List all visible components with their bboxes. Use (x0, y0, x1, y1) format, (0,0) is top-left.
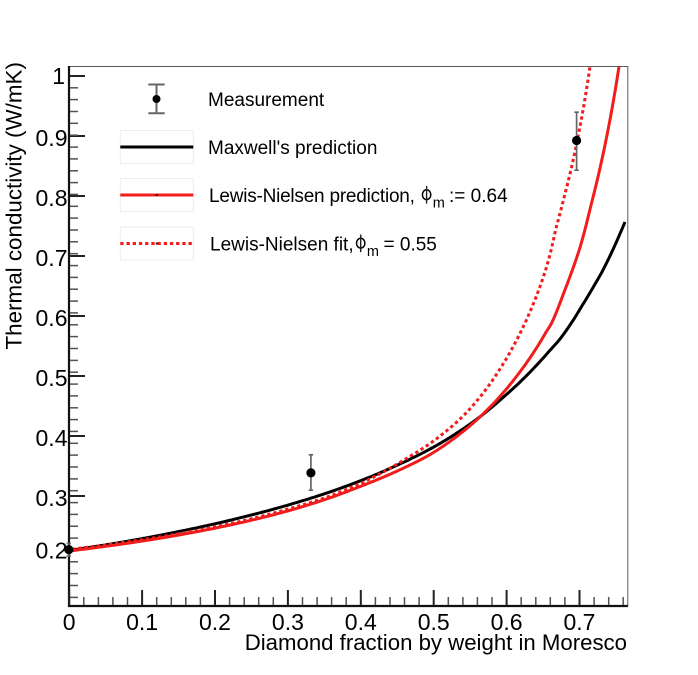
svg-text:0.7: 0.7 (36, 245, 68, 271)
svg-text:0.5: 0.5 (36, 365, 68, 391)
svg-text:1: 1 (52, 63, 65, 89)
svg-text:0.3: 0.3 (36, 485, 68, 511)
svg-text:0.6: 0.6 (36, 305, 68, 331)
svg-text:Diamond fraction by weight in: Diamond fraction by weight in Moresco (245, 630, 627, 655)
svg-text:0.9: 0.9 (36, 125, 68, 151)
svg-text:0.7: 0.7 (564, 609, 596, 635)
svg-text:0: 0 (63, 609, 76, 635)
svg-text:m: m (367, 244, 379, 260)
svg-text:Lewis-Nielsen fit,: Lewis-Nielsen fit, (210, 235, 354, 256)
svg-text:Thermal conductivity (W/mK): Thermal conductivity (W/mK) (2, 62, 27, 349)
svg-text:0.8: 0.8 (36, 185, 68, 211)
svg-text::= 0.64: := 0.64 (449, 186, 508, 207)
svg-text:0.4: 0.4 (345, 609, 377, 635)
svg-text:= 0.55: = 0.55 (384, 235, 437, 256)
svg-text:0.2: 0.2 (36, 538, 68, 564)
svg-text:0.2: 0.2 (199, 609, 231, 635)
svg-text:0.4: 0.4 (36, 425, 68, 451)
svg-text:0.6: 0.6 (491, 609, 523, 635)
svg-text:m: m (433, 196, 445, 212)
svg-text:Measurement: Measurement (208, 90, 325, 111)
svg-text:0.5: 0.5 (418, 609, 450, 635)
svg-text:Lewis-Nielsen prediction,: Lewis-Nielsen prediction, (209, 186, 415, 207)
svg-text:0.1: 0.1 (126, 609, 158, 635)
svg-text:0.3: 0.3 (272, 609, 304, 635)
svg-text:Maxwell's prediction: Maxwell's prediction (208, 138, 377, 159)
